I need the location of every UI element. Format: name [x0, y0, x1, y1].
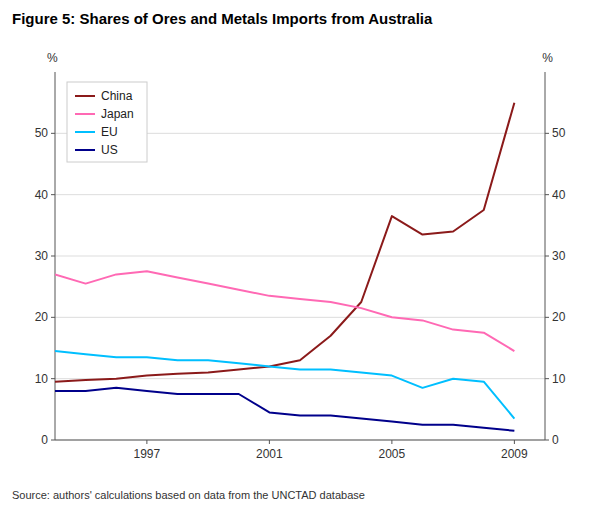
legend: China Japan EU US — [67, 82, 147, 162]
y2-tick — [545, 440, 549, 441]
source: Source: authors' calculations based on d… — [12, 489, 365, 501]
x-tick-label: 1997 — [134, 447, 161, 461]
x-tick-label: 2005 — [379, 447, 406, 461]
y2-axis-label: % — [542, 51, 553, 65]
y2-tick — [545, 194, 549, 195]
x-tick — [269, 440, 270, 444]
legend-swatch — [75, 131, 95, 133]
y-tick — [51, 440, 55, 441]
y2-tick-label: 30 — [552, 249, 566, 263]
y2-tick-label: 20 — [552, 310, 566, 324]
legend-label: China — [101, 89, 133, 103]
legend-label: US — [101, 143, 118, 157]
legend-swatch — [75, 149, 95, 151]
y-tick-label: 30 — [35, 249, 49, 263]
chart: Figure 5: Shares of Ores and Metals Impo… — [0, 0, 600, 509]
series-line — [55, 388, 514, 431]
y2-tick — [545, 317, 549, 318]
y2-tick-label: 50 — [552, 126, 566, 140]
series-line — [55, 351, 514, 418]
y2-tick — [545, 133, 549, 134]
legend-label: Japan — [101, 107, 134, 121]
x-tick — [391, 440, 392, 444]
y-tick-label: 10 — [35, 372, 49, 386]
x-tick — [146, 440, 147, 444]
x-axis-line — [55, 440, 545, 441]
grid-line — [55, 256, 545, 257]
grid-line — [55, 317, 545, 318]
grid-line — [55, 440, 545, 441]
y-tick-label: 0 — [41, 433, 48, 447]
legend-swatch — [75, 113, 95, 115]
x-tick — [514, 440, 515, 444]
y-tick — [51, 194, 55, 195]
legend-box — [67, 82, 147, 162]
x-tick-label: 2009 — [501, 447, 528, 461]
y2-tick-label: 0 — [552, 433, 559, 447]
y-tick-label: 40 — [35, 188, 49, 202]
y2-tick — [545, 378, 549, 379]
title: Figure 5: Shares of Ores and Metals Impo… — [12, 10, 433, 27]
y-tick-label: 20 — [35, 310, 49, 324]
y-tick — [51, 317, 55, 318]
series-line — [55, 271, 514, 351]
y-tick — [51, 133, 55, 134]
x-tick-label: 2001 — [256, 447, 283, 461]
legend-swatch — [75, 95, 95, 97]
grid-line — [55, 194, 545, 195]
y-tick — [51, 378, 55, 379]
y2-tick — [545, 256, 549, 257]
y-axis-label: % — [47, 51, 58, 65]
y2-tick-label: 40 — [552, 188, 566, 202]
y2-tick-label: 10 — [552, 372, 566, 386]
y-tick — [51, 256, 55, 257]
y-tick-label: 50 — [35, 126, 49, 140]
legend-label: EU — [101, 125, 118, 139]
